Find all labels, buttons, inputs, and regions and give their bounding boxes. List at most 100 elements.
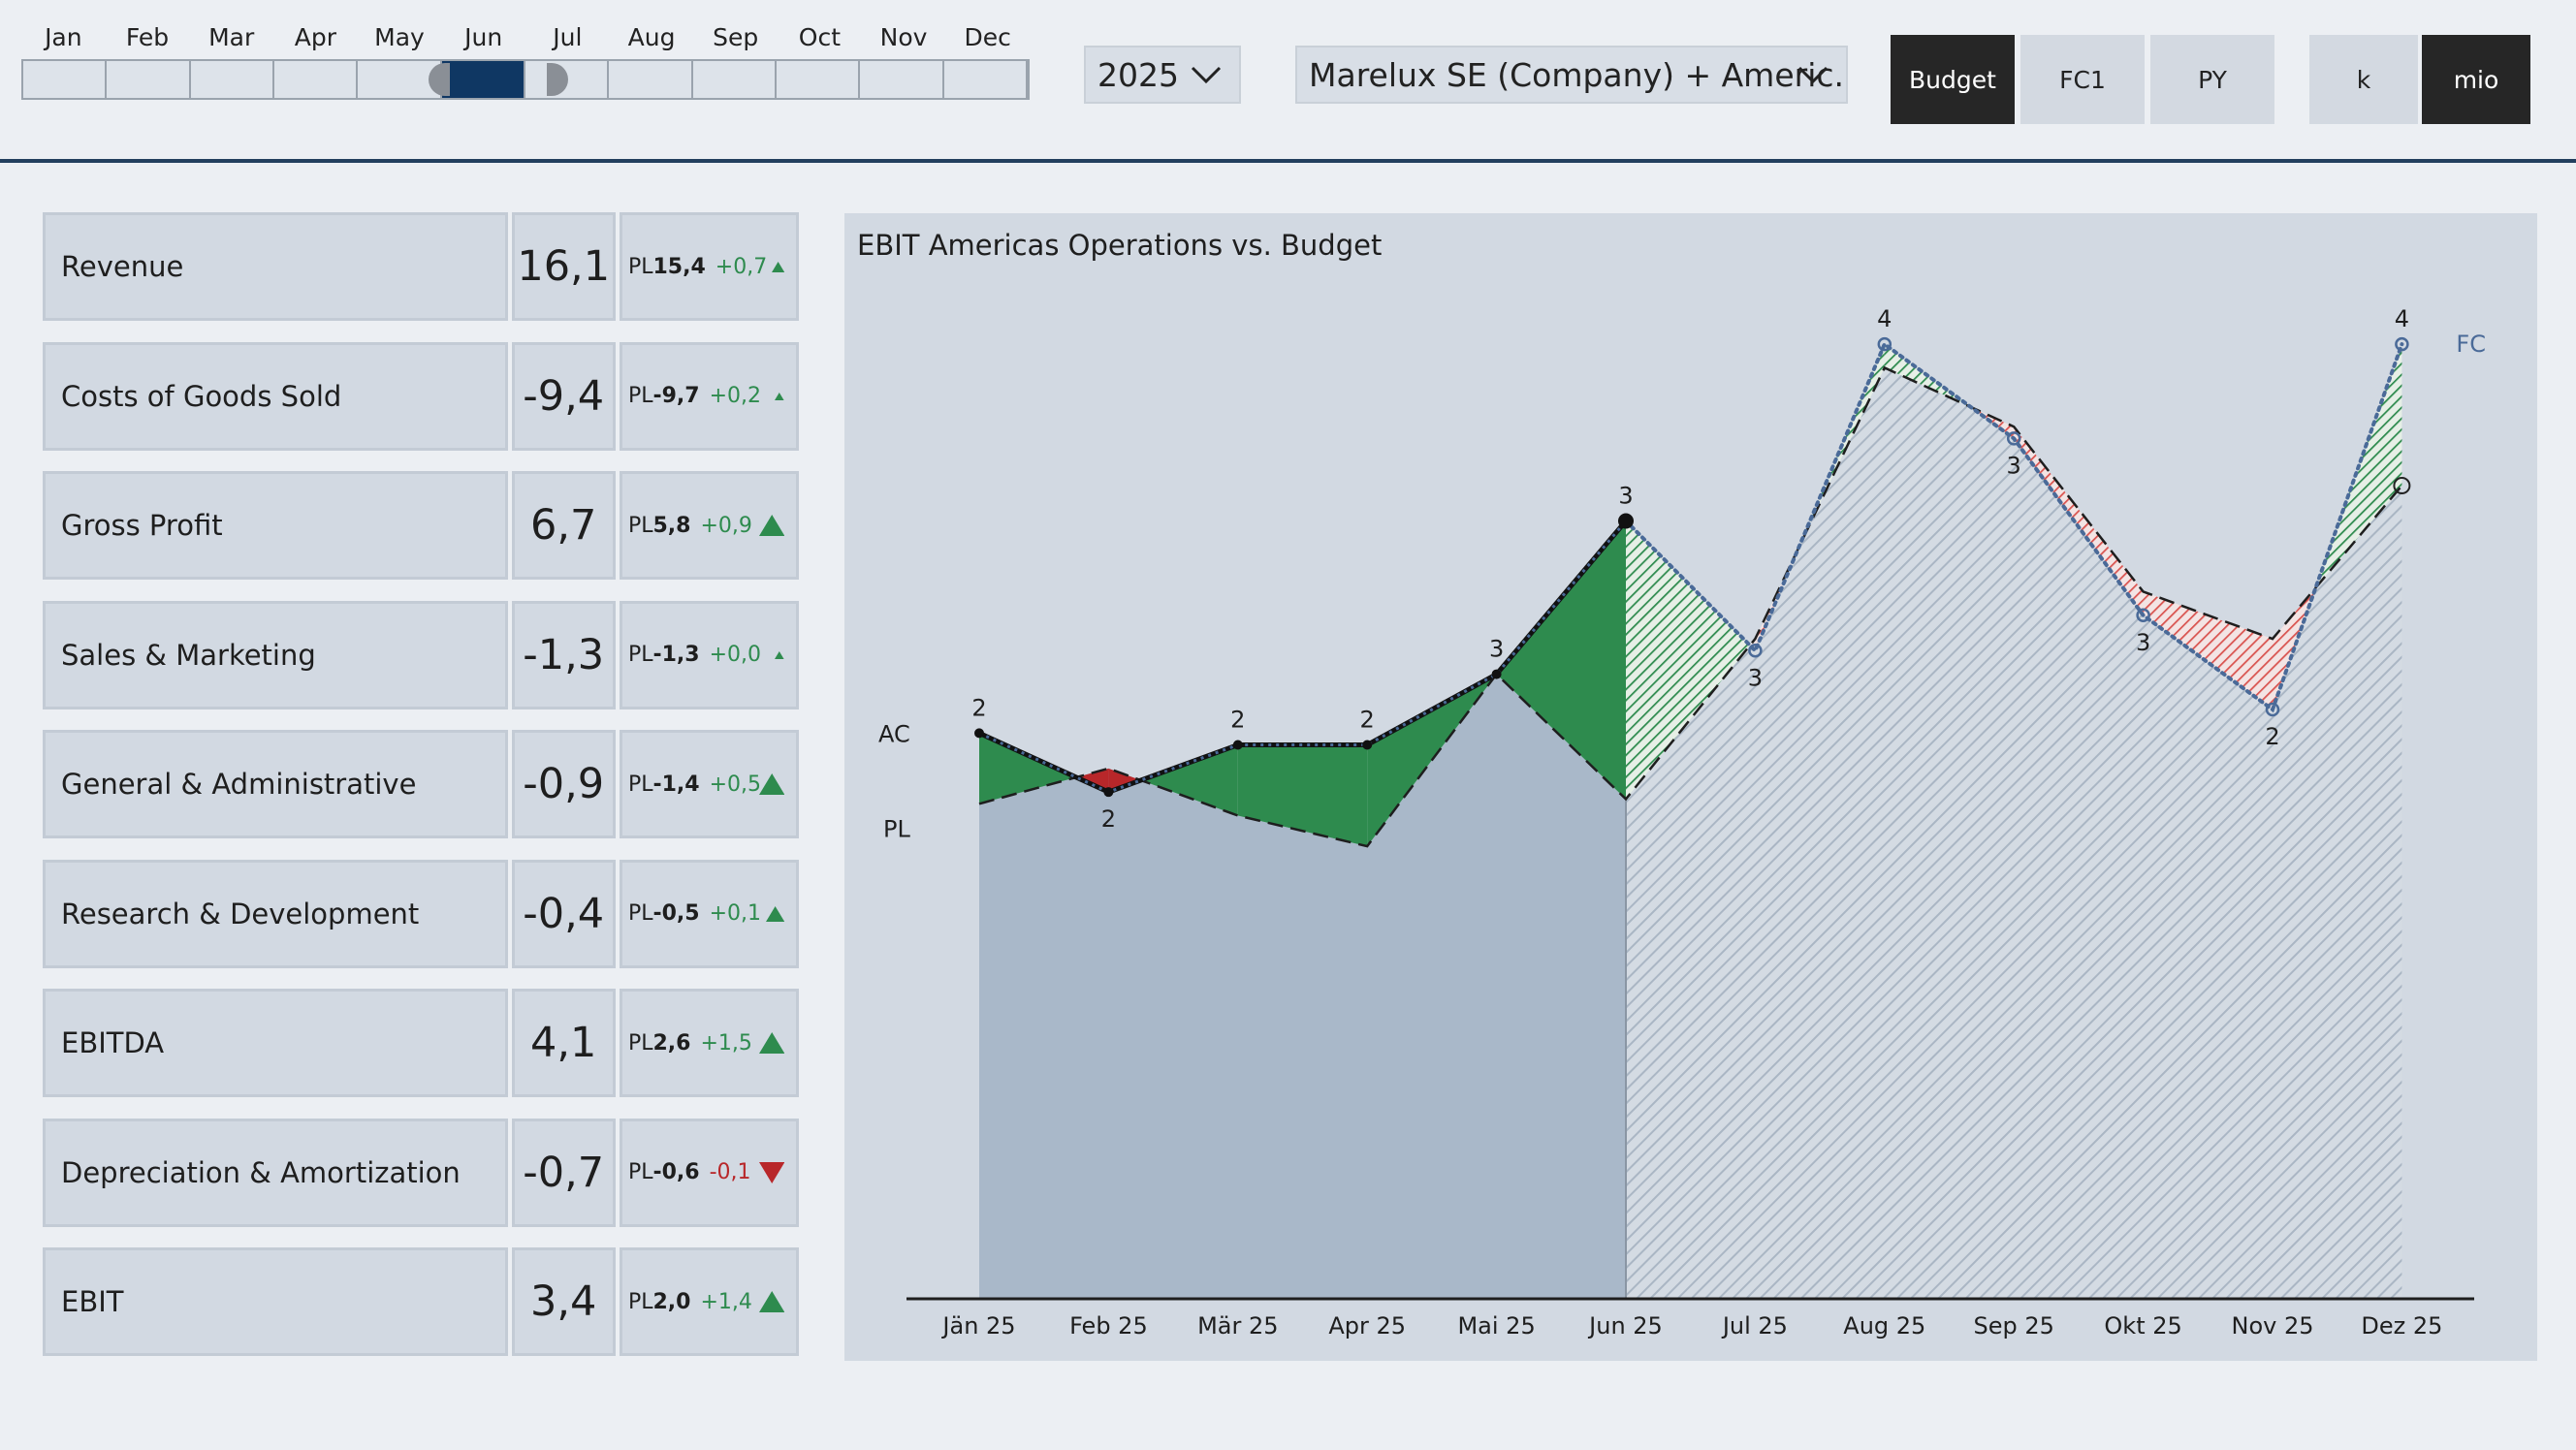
kpi-comparison: PL 15,4 +0,7 [619,212,799,321]
kpi-row[interactable]: EBIT 3,4 PL 2,0 +1,4 [43,1247,799,1356]
kpi-plan-label: PL [627,1160,653,1184]
kpi-value: -0,9 [511,730,616,838]
kpi-comparison: PL -1,4 +0,5 [619,730,799,838]
kpi-plan-label: PL [627,772,653,797]
kpi-value: -1,3 [511,600,616,709]
month-label-aug: Aug [627,23,676,51]
month-cell-feb[interactable] [107,61,191,98]
kpi-value: 16,1 [511,212,616,321]
x-tick-label: Apr 25 [1328,1312,1406,1340]
kpi-comparison: PL -0,5 +0,1 [619,859,799,968]
kpi-delta: -0,1 [709,1160,751,1184]
kpi-row[interactable]: Research & Development -0,4 PL -0,5 +0,1 [43,859,799,968]
month-cell-mar[interactable] [191,61,274,98]
range-handle-end[interactable] [547,63,568,96]
kpi-row[interactable]: Gross Profit 6,7 PL 5,8 +0,9 [43,471,799,580]
data-label: 2 [2265,723,2279,750]
x-tick-label: Mai 25 [1457,1312,1535,1340]
variance-area [1237,744,1368,847]
month-cell-dec[interactable] [944,61,1028,98]
month-cell-apr[interactable] [274,61,359,98]
kpi-row[interactable]: Sales & Marketing -1,3 PL -1,3 +0,0 [43,600,799,709]
actual-point [1103,787,1114,798]
kpi-delta: +1,4 [700,1289,752,1314]
header-divider [0,159,2576,163]
month-label-feb: Feb [125,23,170,51]
kpi-plan-label: PL [627,254,653,279]
forecast-point [2395,336,2409,352]
variance-area [1626,520,1750,800]
kpi-label: Gross Profit [43,471,508,580]
actual-point [1232,740,1243,750]
kpi-delta: +0,5 [709,772,762,797]
forecast-point [2136,608,2150,623]
scenario-button-fc1[interactable]: FC1 [2020,35,2145,124]
series-label-fc: FC [2456,331,2486,358]
kpi-label: Revenue [43,212,508,321]
forecast-point [1877,336,1892,352]
month-label-mar: Mar [208,23,255,51]
kpi-value: 3,4 [511,1247,616,1356]
scenario-button-py[interactable]: PY [2150,35,2274,124]
data-label: 4 [1877,305,1892,332]
unit-button-mio[interactable]: mio [2422,35,2530,124]
scenario-button-budget[interactable]: Budget [1891,35,2015,124]
kpi-row[interactable]: Depreciation & Amortization -0,7 PL -0,6-… [43,1118,799,1227]
kpi-delta: +0,0 [709,643,762,667]
data-label: 3 [1489,636,1504,663]
kpi-plan-value: -9,7 [652,384,700,408]
data-label: 2 [971,694,986,721]
series-label-ac: AC [878,720,910,747]
kpi-plan-value: 2,0 [652,1289,691,1314]
unit-button-k[interactable]: k [2309,35,2418,124]
month-cell-oct[interactable] [777,61,861,98]
month-cell-aug[interactable] [609,61,693,98]
range-handle-start[interactable] [429,63,450,96]
kpi-value: 4,1 [511,989,616,1097]
month-track[interactable] [21,59,1030,100]
month-cell-sep[interactable] [693,61,777,98]
x-tick-label: Nov 25 [2231,1312,2313,1340]
kpi-delta: +0,7 [715,254,768,279]
triangle-up-icon [758,773,784,795]
plan-line [978,365,2403,848]
month-cell-jan[interactable] [23,61,108,98]
actual-point-current [1618,513,1634,529]
kpi-label: EBIT [43,1247,508,1356]
month-label-nov: Nov [879,23,928,51]
kpi-row[interactable]: General & Administrative -0,9 PL -1,4 +0,5 [43,730,799,838]
year-dropdown[interactable]: 2025 [1084,46,1241,104]
kpi-row[interactable]: Costs of Goods Sold -9,4 PL -9,7 +0,2 [43,341,799,451]
kpi-plan-value: 5,8 [652,513,691,538]
month-cell-jun[interactable] [441,61,525,98]
kpi-value: -0,4 [511,859,616,968]
kpi-delta: +1,5 [700,1030,752,1056]
series-label-pl: PL [883,815,910,842]
kpi-row[interactable]: Revenue 16,1 PL 15,4 +0,7 [43,212,799,321]
kpi-comparison: PL -1,3 +0,0 [619,600,799,709]
triangle-down-icon [758,1161,784,1183]
x-tick-label: Feb 25 [1069,1312,1148,1340]
month-cell-nov[interactable] [860,61,944,98]
kpi-comparison: PL 5,8 +0,9 [619,471,799,580]
kpi-comparison: PL -9,7 +0,2 [619,341,799,451]
month-label-apr: Apr [294,23,336,51]
data-label: 4 [2395,305,2409,332]
chevron-down-icon [1797,66,1829,84]
month-cell-jul[interactable] [525,61,610,98]
triangle-up-icon [758,1032,784,1054]
kpi-value: 6,7 [511,471,616,580]
entity-dropdown[interactable]: Marelux SE (Company) + Americ... [1295,46,1848,104]
data-label: 3 [1748,664,1763,691]
triangle-up-icon [765,905,784,922]
month-label-jun: Jun [464,23,503,51]
actual-point [1362,740,1373,750]
x-tick-label: Okt 25 [2104,1312,2181,1340]
kpi-label: General & Administrative [43,730,508,838]
forecast-point [1748,644,1763,658]
data-label: 2 [1360,707,1375,734]
kpi-row[interactable]: EBITDA 4,1 PL 2,6 +1,5 [43,989,799,1097]
kpi-plan-value: -1,4 [652,772,700,797]
kpi-plan-label: PL [627,1030,653,1056]
